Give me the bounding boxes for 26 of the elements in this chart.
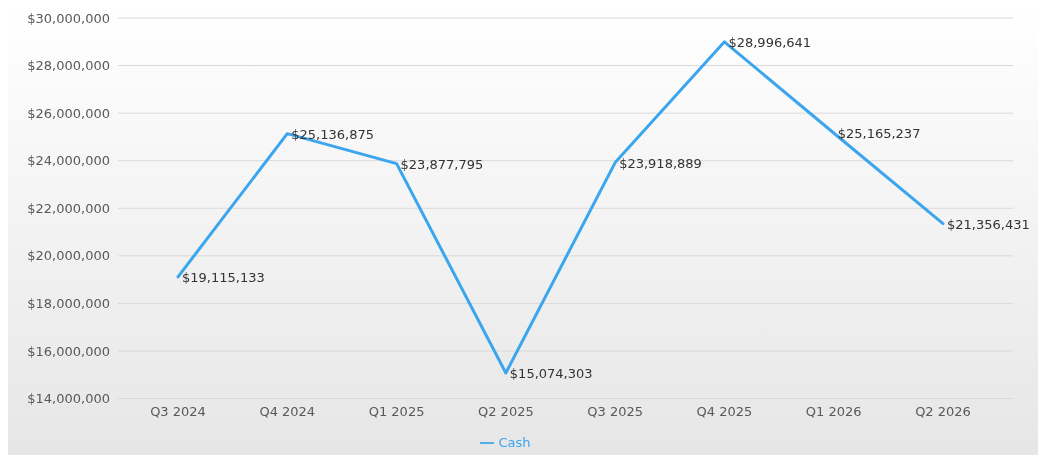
y-tick-label: $30,000,000	[27, 10, 110, 26]
text: $19,115,133	[182, 269, 265, 285]
text: $25,136,875	[291, 126, 374, 142]
x-tick-label: Q3 2024	[150, 403, 206, 419]
y-tick-label: $26,000,000	[27, 105, 110, 121]
legend-label: Cash	[498, 434, 531, 450]
text: $28,996,641	[728, 34, 812, 50]
x-tick-label: Q1 2025	[368, 403, 425, 419]
x-tick-label: Q3 2025	[587, 403, 644, 419]
text: $23,918,889	[619, 155, 702, 171]
x-tick-label: Q1 2026	[805, 403, 862, 419]
y-tick-label: $20,000,000	[27, 248, 110, 264]
y-tick-label: $16,000,000	[27, 343, 110, 359]
y-tick-label: $18,000,000	[27, 295, 110, 311]
y-tick-label: $24,000,000	[27, 153, 110, 169]
x-tick-label: Q4 2024	[259, 403, 316, 419]
text: $25,165,237	[837, 125, 921, 141]
text: $15,074,303	[509, 365, 593, 381]
x-tick-label: Q2 2026	[915, 403, 971, 419]
text: $21,356,431	[947, 216, 1030, 232]
text: $23,877,795	[400, 156, 484, 172]
x-tick-label: Q4 2025	[696, 403, 753, 419]
x-tick-label: Q2 2025	[477, 403, 534, 419]
y-tick-label: $22,000,000	[27, 200, 110, 216]
y-tick-label: $28,000,000	[27, 58, 110, 74]
y-tick-label: $14,000,000	[27, 391, 110, 407]
